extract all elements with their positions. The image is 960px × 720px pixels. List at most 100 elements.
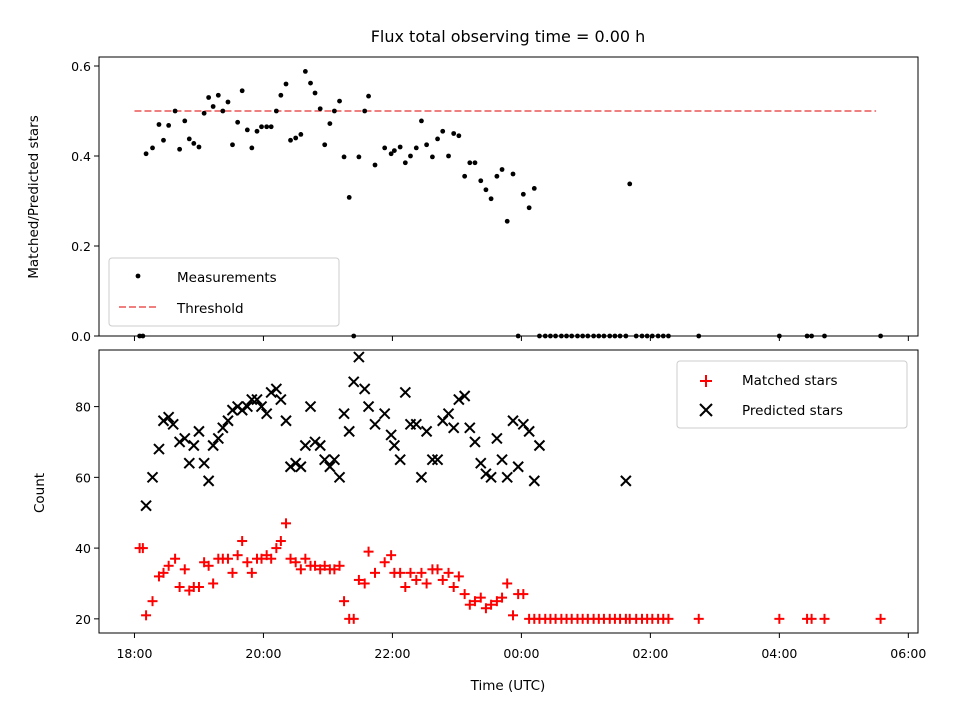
predicted-star-stroke [270,383,283,395]
measurement-point [419,118,424,124]
predicted-star-stroke [343,425,355,438]
measurement-point [172,108,178,114]
predicted-star-stroke [399,386,412,399]
measurement-point [302,69,308,74]
count-plot-frame [98,349,919,634]
predicted-star-point [353,351,365,363]
measurement-point [472,160,478,166]
predicted-star-point [420,425,433,438]
matched-star-point [310,560,321,571]
predicted-star-stroke [512,461,524,473]
matched-star-point [663,613,674,624]
predicted-star-point [280,415,292,427]
predicted-star-stroke [289,457,302,469]
measurement-point [494,173,500,179]
measurement-point [322,142,328,148]
measurement-point [201,110,207,116]
predicted-star-stroke [394,453,406,466]
predicted-star-stroke [162,411,175,423]
matched-star-point [421,578,432,589]
measurement-point [191,141,197,146]
measurement-point [341,154,347,160]
predicted-star-stroke [426,453,439,466]
predicted-star-stroke [442,407,455,420]
predicted-star-point [270,383,283,395]
predicted-star-point [378,407,391,420]
predicted-star-stroke [480,468,492,480]
predicted-star-point [217,422,229,434]
predicted-star-stroke [501,471,513,484]
predicted-star-stroke [464,422,476,434]
matched-star-point [353,574,364,585]
measurement-point [196,144,202,150]
count-y-axis-label: Count [32,473,48,513]
matched-star-point [256,553,267,564]
chart-title: Flux total observing time = 0.00 h [371,27,646,46]
matched-star-point [502,578,513,589]
matched-star-point [370,567,381,578]
predicted-star-point [260,407,273,420]
predicted-star-stroke [246,393,258,406]
predicted-star-point [179,432,191,445]
measurement-point [337,98,342,104]
predicted-star-stroke [458,390,471,402]
measurement-point [483,187,489,193]
predicted-star-stroke [157,415,170,427]
matched-star-point [386,550,397,561]
predicted-star-point [328,453,341,466]
predicted-star-stroke [333,471,346,484]
matched-star-point [319,560,330,571]
predicted-star-point [222,415,234,427]
predicted-star-point [431,453,444,466]
predicted-star-stroke [309,436,321,448]
measurement-point [408,153,413,159]
ratio-y-axis-label: Matched/Predicted stars [26,115,42,278]
measurement-point [166,123,172,128]
count-y-ticks: 20 40 60 80 [75,400,99,627]
matched-star-point [416,567,427,578]
measurement-point [402,160,408,166]
matched-star-point [339,596,350,607]
predicted-star-stroke [202,475,215,487]
predicted-star-stroke [183,457,195,469]
predicted-star-point [251,393,263,406]
measurement-point [327,121,333,126]
measurement-point [210,104,216,109]
matched-star-point [875,613,886,624]
predicted-star-stroke [338,407,350,420]
matched-star-point [170,553,181,564]
legend-predicted-label: Predicted stars [742,403,843,419]
predicted-star-stroke [188,439,200,452]
predicted-star-stroke [453,393,465,406]
predicted-star-point [193,425,205,438]
predicted-star-stroke [358,383,371,395]
predicted-star-stroke [385,429,397,441]
predicted-star-point [284,461,297,473]
predicted-star-point [410,418,422,430]
ratio-panel: 0.0 0.2 0.4 0.6 Matched/Predicted stars Mea… [26,56,919,344]
predicted-star-point [319,453,331,466]
predicted-star-point [528,475,541,487]
ratio-y-tick-label: 0.0 [71,329,91,344]
predicted-star-point [295,461,307,473]
matched-star-point [497,592,508,603]
predicted-star-point [314,439,326,452]
predicted-star-point [246,393,258,406]
count-x-tick-label: 06:00 [890,646,926,661]
ratio-y-tick-label: 0.4 [71,149,91,164]
measurement-point [161,137,166,143]
legend-predicted-marker [699,403,713,417]
predicted-star-stroke [284,461,297,473]
matched-star-point [693,613,704,624]
matched-star-point [480,603,491,614]
predicted-star-stroke [485,471,497,484]
count-x-tick-label: 22:00 [374,646,410,661]
predicted-star-stroke [314,439,326,452]
count-x-ticks: 18:00 20:00 22:00 00:00 02:00 04:00 06:00 [116,633,926,661]
predicted-star-stroke [226,404,239,416]
matched-star-point [227,567,238,578]
predicted-star-point [358,383,371,395]
predicted-star-point [501,471,513,484]
measurement-point [440,128,446,134]
predicted-star-stroke [491,432,503,445]
